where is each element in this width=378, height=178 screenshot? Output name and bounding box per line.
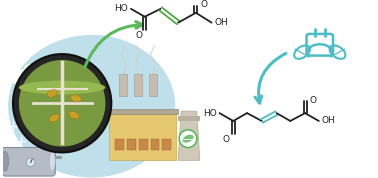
Circle shape xyxy=(31,65,45,79)
Bar xyxy=(134,74,142,96)
Ellipse shape xyxy=(183,135,194,143)
Text: HO: HO xyxy=(203,109,217,118)
Ellipse shape xyxy=(2,151,9,171)
Ellipse shape xyxy=(50,151,55,171)
Circle shape xyxy=(179,130,197,148)
Ellipse shape xyxy=(69,111,79,119)
Bar xyxy=(151,139,160,150)
Bar xyxy=(107,109,178,114)
FancyBboxPatch shape xyxy=(2,148,55,176)
Ellipse shape xyxy=(19,81,105,94)
Ellipse shape xyxy=(47,90,57,97)
Circle shape xyxy=(14,73,28,87)
Circle shape xyxy=(24,64,36,76)
Circle shape xyxy=(13,54,111,152)
Text: OH: OH xyxy=(215,18,228,27)
Text: OH: OH xyxy=(322,116,336,125)
Bar xyxy=(115,139,124,150)
Bar xyxy=(127,139,136,150)
Bar xyxy=(163,139,171,150)
Text: O: O xyxy=(223,135,230,144)
Circle shape xyxy=(26,158,35,167)
Circle shape xyxy=(33,61,42,71)
Circle shape xyxy=(40,64,51,76)
Bar xyxy=(119,74,127,96)
Ellipse shape xyxy=(71,95,81,102)
Bar xyxy=(139,139,148,150)
Ellipse shape xyxy=(8,35,175,177)
Circle shape xyxy=(19,60,105,146)
Circle shape xyxy=(23,72,35,84)
Text: O: O xyxy=(310,96,317,105)
Polygon shape xyxy=(178,111,200,160)
Text: O: O xyxy=(201,0,208,9)
Circle shape xyxy=(16,69,26,79)
Text: HO: HO xyxy=(114,4,128,13)
Polygon shape xyxy=(178,116,200,121)
Circle shape xyxy=(7,72,19,84)
Text: O: O xyxy=(135,32,143,40)
Ellipse shape xyxy=(49,114,59,122)
Bar xyxy=(149,74,156,96)
Bar xyxy=(109,113,176,160)
